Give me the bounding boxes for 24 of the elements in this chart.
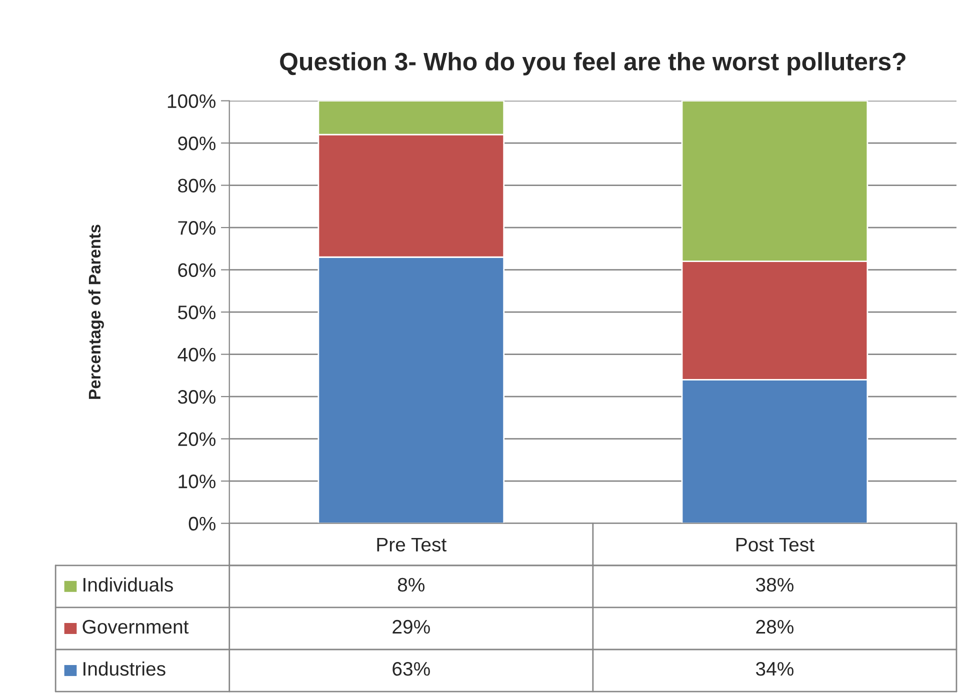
y-tick-label: 50% (178, 306, 216, 320)
y-tick-label: 100% (168, 94, 216, 108)
y-tick-label: 0% (188, 516, 216, 531)
data-label: 28% (756, 620, 794, 634)
y-tick-label: 70% (178, 221, 216, 235)
legend-label: Individuals (84, 577, 173, 592)
data-label: 34% (756, 662, 794, 676)
y-tick-label: 20% (178, 432, 216, 446)
y-tick-label: 40% (178, 348, 216, 362)
data-label: 8% (398, 578, 424, 592)
y-tick-label: 90% (178, 136, 216, 150)
chart-title: Question 3- Who do you feel are the worst polluters? (280, 52, 906, 76)
data-label: 38% (756, 578, 794, 592)
legend-label: Government (82, 620, 189, 634)
data-label: 63% (392, 662, 430, 676)
y-axis-title: Percentage of Parents (88, 224, 104, 399)
y-tick-label: 80% (178, 178, 216, 193)
legend-label: Industries (84, 661, 166, 676)
x-tick-label: Post Test (736, 538, 814, 552)
y-tick-label: 30% (178, 390, 216, 404)
data-label: 29% (392, 620, 430, 634)
y-tick-label: 10% (178, 474, 216, 488)
y-tick-label: 60% (178, 263, 216, 278)
x-tick-label: Pre Test (377, 538, 446, 552)
